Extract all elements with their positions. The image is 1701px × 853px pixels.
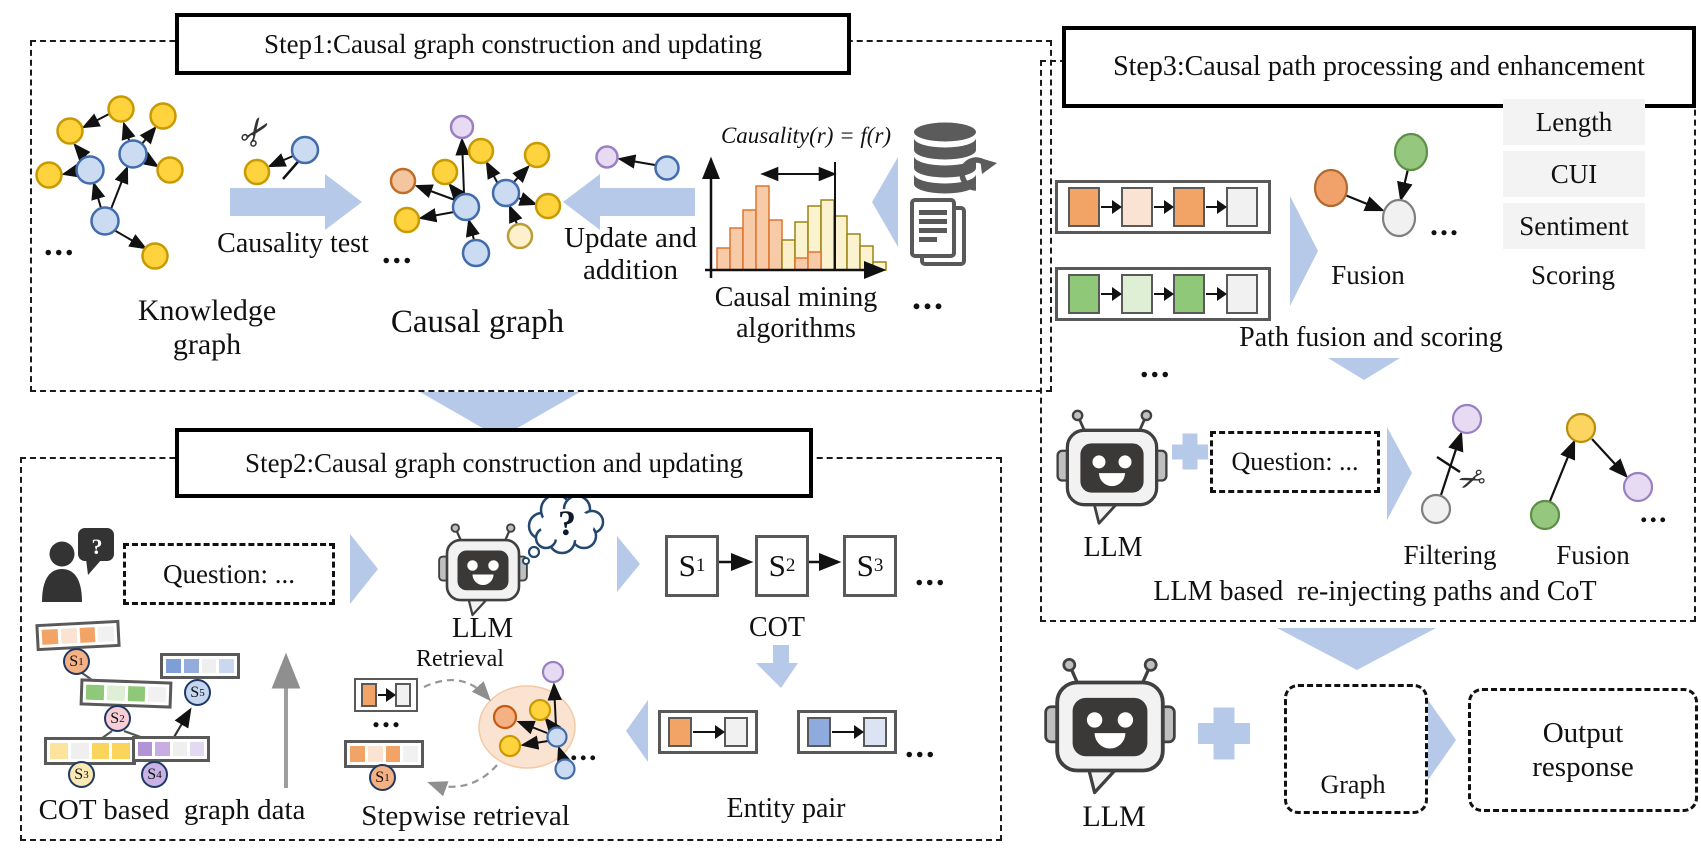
user-question-mark: ? (91, 534, 103, 559)
fusion2-label: Fusion (1556, 540, 1630, 570)
ellipsis: ... (905, 728, 937, 765)
cot-path-strip (79, 678, 173, 709)
output-response-text: Output response (1532, 717, 1634, 783)
llm-label: LLM (451, 612, 514, 644)
ellipsis: ... (372, 698, 402, 734)
reinjecting-label: LLM based re-injecting paths and CoT (1153, 576, 1597, 607)
step3-title-text: Step3:Causal path processing and enhance… (1113, 51, 1645, 82)
graph-to-output-triangle (1428, 700, 1456, 780)
graph-label: Graph (1320, 770, 1386, 799)
step1-title: Step1:Causal graph construction and upda… (175, 13, 851, 75)
cot-path-strip (35, 619, 121, 652)
arrow-icon (378, 689, 396, 701)
entity-chip (668, 717, 692, 747)
step2-title-text: Step2:Causal graph construction and upda… (245, 447, 743, 478)
ellipsis: ... (1140, 348, 1172, 385)
entity-chip (724, 717, 748, 747)
path-fusion-scoring-label: Path fusion and scoring (1239, 322, 1503, 353)
step2-title: Step2:Causal graph construction and upda… (175, 428, 813, 498)
step3-title: Step3:Causal path processing and enhance… (1062, 26, 1696, 108)
filtering-label: Filtering (1403, 540, 1497, 570)
question-text: Question: ... (163, 558, 295, 589)
plus-icon (1213, 707, 1235, 760)
step1-title-text: Step1:Causal graph construction and upda… (264, 28, 762, 59)
ellipsis: ... (912, 277, 945, 317)
cot-graph-data-label: COT based graph data (38, 794, 306, 826)
causal-path-row (1055, 180, 1271, 234)
causality-formula: Causality(r) = f(r) (720, 123, 892, 148)
causal-mining-label: Causal mining algorithms (714, 282, 878, 345)
entity-pair-box (797, 710, 897, 754)
ellipsis: ... (1640, 496, 1669, 529)
thought-question-mark: ? (558, 503, 576, 543)
entity-pair-box (658, 710, 758, 754)
llm-label: LLM (1082, 800, 1146, 833)
entity-chip (807, 717, 831, 747)
retrieval-pair-box (354, 678, 418, 712)
arrow-icon (693, 726, 725, 738)
scoring-label: Scoring (1531, 260, 1615, 290)
causality-test-label: Causality test (217, 228, 369, 259)
scoring-criterion: CUI (1503, 151, 1645, 197)
cot-label: COT (749, 612, 805, 643)
cot-path-strip (132, 736, 210, 762)
causal-path-row (1055, 267, 1271, 321)
scoring-criterion: Sentiment (1503, 203, 1645, 249)
update-addition-label: Update and addition (564, 222, 697, 287)
knowledge-graph-label: Knowledge graph (137, 294, 277, 361)
stepwise-retrieval-label: Stepwise retrieval (361, 800, 570, 832)
retrieval-label: Retrieval (416, 646, 504, 672)
entity-chip (863, 717, 887, 747)
ellipsis: ... (570, 734, 599, 767)
scoring-criterion: Length (1503, 99, 1645, 145)
llm-robot-icon (1044, 657, 1176, 795)
fusion-label: Fusion (1331, 260, 1405, 290)
retrieved-path-strip (344, 740, 424, 768)
llm-label: LLM (1083, 532, 1143, 563)
entity-pair-label: Entity pair (726, 793, 846, 824)
question-input-box: Question: ... (1210, 431, 1380, 493)
plus-icon (1198, 723, 1250, 744)
ellipsis: ... (44, 226, 76, 263)
question-input-box: Question: ... (123, 543, 335, 605)
ellipsis: ... (1430, 206, 1460, 242)
ellipsis: ... (915, 556, 947, 593)
output-response-box: Output response (1468, 688, 1698, 812)
cot-path-strip (160, 653, 240, 679)
step3-to-bottom-arrow (1277, 628, 1436, 670)
ellipsis: ... (382, 234, 414, 271)
step2-container (20, 457, 1002, 841)
arrow-icon (832, 726, 864, 738)
cot-path-strip (44, 737, 136, 765)
causal-graph-label: Causal graph (390, 304, 565, 340)
